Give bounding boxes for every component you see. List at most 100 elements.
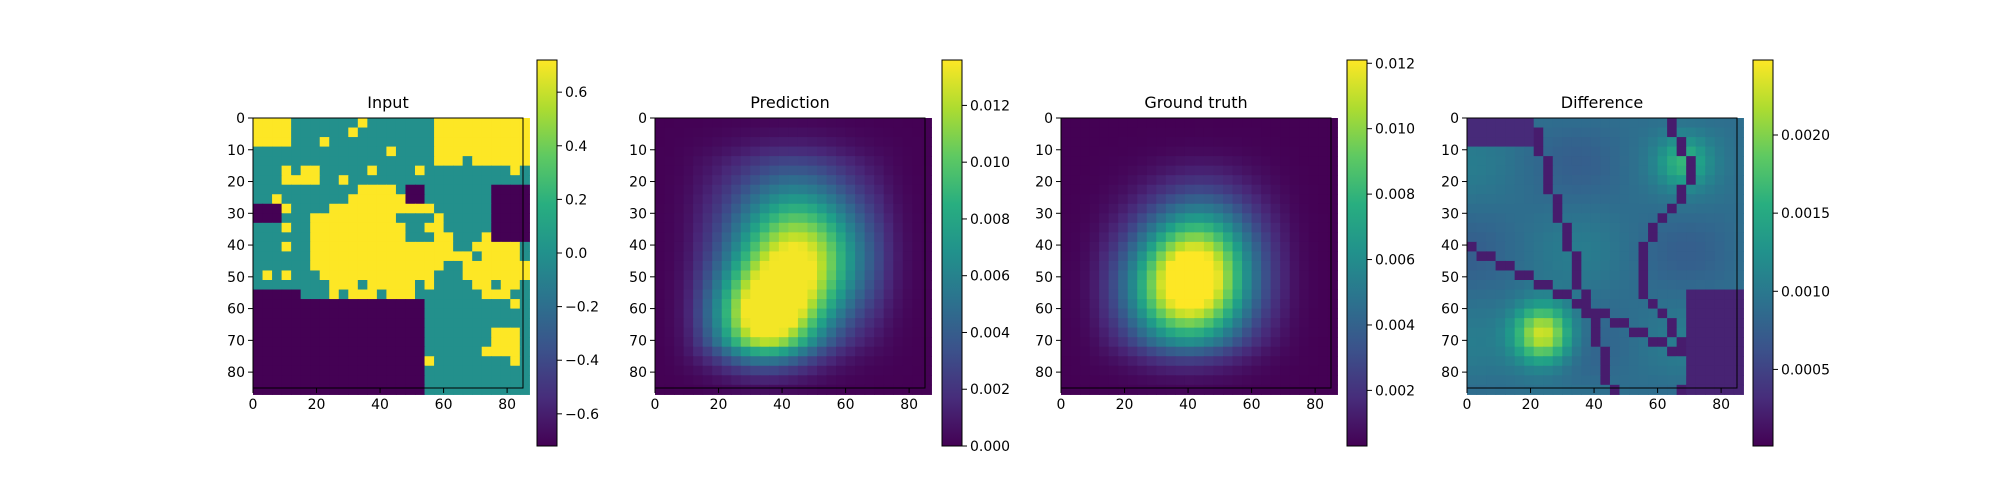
heatmap-cell	[1486, 156, 1497, 167]
heatmap-cell	[1299, 194, 1310, 205]
heatmap-cell	[481, 260, 492, 272]
heatmap-cell	[1514, 232, 1525, 243]
heatmap-cell	[1495, 232, 1506, 243]
heatmap-cell	[367, 232, 378, 243]
heatmap-cell	[1308, 270, 1319, 281]
heatmap-cell	[797, 356, 809, 367]
heatmap-cell	[1308, 289, 1319, 300]
heatmap-cell	[281, 384, 292, 395]
x-tick-label: 0	[1463, 397, 1472, 413]
heatmap-cell	[386, 241, 397, 253]
heatmap-cell	[1476, 308, 1487, 319]
heatmap-cell	[1609, 270, 1621, 281]
heatmap-cell	[1686, 346, 1697, 357]
heatmap-cell	[1505, 137, 1516, 148]
heatmap-cell	[1299, 337, 1310, 348]
heatmap-cell	[874, 241, 885, 253]
heatmap-cell	[1695, 184, 1706, 195]
heatmap-cell	[1118, 118, 1129, 129]
heatmap-cell	[415, 289, 426, 300]
heatmap-cell	[1099, 289, 1110, 300]
heatmap-cell	[472, 213, 483, 224]
heatmap-cell	[1609, 346, 1621, 357]
heatmap-cell	[1270, 337, 1281, 348]
heatmap-cell	[1533, 365, 1544, 376]
y-tick-label: 20	[1441, 175, 1459, 191]
heatmap-cell	[740, 318, 751, 329]
heatmap-cell	[797, 251, 809, 262]
heatmap-cell	[376, 241, 388, 253]
heatmap-cell	[453, 175, 464, 186]
heatmap-cell	[1657, 299, 1668, 310]
heatmap-cell	[300, 203, 311, 214]
heatmap-cell	[1127, 327, 1138, 338]
heatmap-cell	[1118, 184, 1129, 195]
heatmap-cell	[424, 308, 435, 319]
heatmap-cell	[338, 156, 349, 167]
heatmap-cell	[1175, 318, 1186, 329]
heatmap-cell	[912, 270, 923, 281]
heatmap-cell	[1118, 165, 1129, 176]
heatmap-cell	[769, 270, 780, 281]
heatmap-cell	[1089, 365, 1100, 376]
heatmap-cell	[519, 232, 530, 243]
x-tick-label: 20	[1522, 397, 1540, 413]
heatmap-cell	[1232, 299, 1243, 310]
heatmap-cell	[434, 222, 445, 233]
heatmap-cell	[1486, 337, 1497, 348]
heatmap-cell	[1724, 327, 1735, 338]
heatmap-cell	[1648, 260, 1659, 272]
heatmap-cell	[1213, 127, 1224, 138]
heatmap-cell	[1657, 194, 1668, 205]
heatmap-cell	[731, 137, 742, 148]
heatmap-cell	[807, 194, 818, 205]
heatmap-cell	[1289, 318, 1300, 329]
heatmap-cell	[1061, 270, 1072, 281]
heatmap-cell	[1533, 299, 1544, 310]
heatmap-cell	[1137, 241, 1148, 253]
heatmap-cell	[1733, 137, 1744, 148]
heatmap-cell	[319, 203, 330, 214]
heatmap-cell	[902, 308, 913, 319]
heatmap-cell	[817, 260, 828, 272]
heatmap-cell	[1581, 137, 1592, 148]
heatmap-cell	[1213, 327, 1224, 338]
heatmap-cell	[1505, 156, 1516, 167]
heatmap-cell	[1118, 156, 1129, 167]
heatmap-cell	[1552, 194, 1563, 205]
heatmap-cell	[500, 308, 511, 319]
heatmap-cell	[797, 337, 809, 348]
heatmap-cell	[253, 270, 264, 281]
heatmap-cell	[481, 137, 492, 148]
heatmap-cell	[1657, 327, 1668, 338]
heatmap-cell	[883, 356, 894, 367]
heatmap-cell	[1118, 222, 1129, 233]
heatmap-cell	[443, 127, 454, 138]
colorbar-tick-label: 0.2	[565, 192, 587, 208]
heatmap-cell	[712, 270, 723, 281]
heatmap-cell	[1251, 137, 1262, 148]
heatmap-cell	[367, 241, 378, 253]
heatmap-cell	[721, 289, 732, 300]
heatmap-cell	[778, 346, 790, 357]
heatmap-cell	[395, 384, 407, 395]
heatmap-cell	[1099, 137, 1110, 148]
heatmap-cell	[1156, 241, 1167, 253]
heatmap-cell	[1251, 184, 1262, 195]
heatmap-cell	[1543, 127, 1554, 138]
heatmap-cell	[1505, 251, 1516, 262]
heatmap-cell	[1146, 289, 1157, 300]
heatmap-cell	[807, 146, 818, 157]
heatmap-cell	[472, 165, 483, 176]
heatmap-cell	[1127, 156, 1138, 167]
heatmap-cell	[338, 356, 349, 367]
heatmap-cell	[1733, 299, 1744, 310]
heatmap-cell	[253, 356, 264, 367]
heatmap-cell	[481, 194, 492, 205]
heatmap-cell	[272, 156, 283, 167]
heatmap-cell	[1251, 194, 1262, 205]
heatmap-cell	[1261, 156, 1272, 167]
heatmap-cell	[1467, 260, 1478, 272]
heatmap-cell	[1175, 156, 1186, 167]
